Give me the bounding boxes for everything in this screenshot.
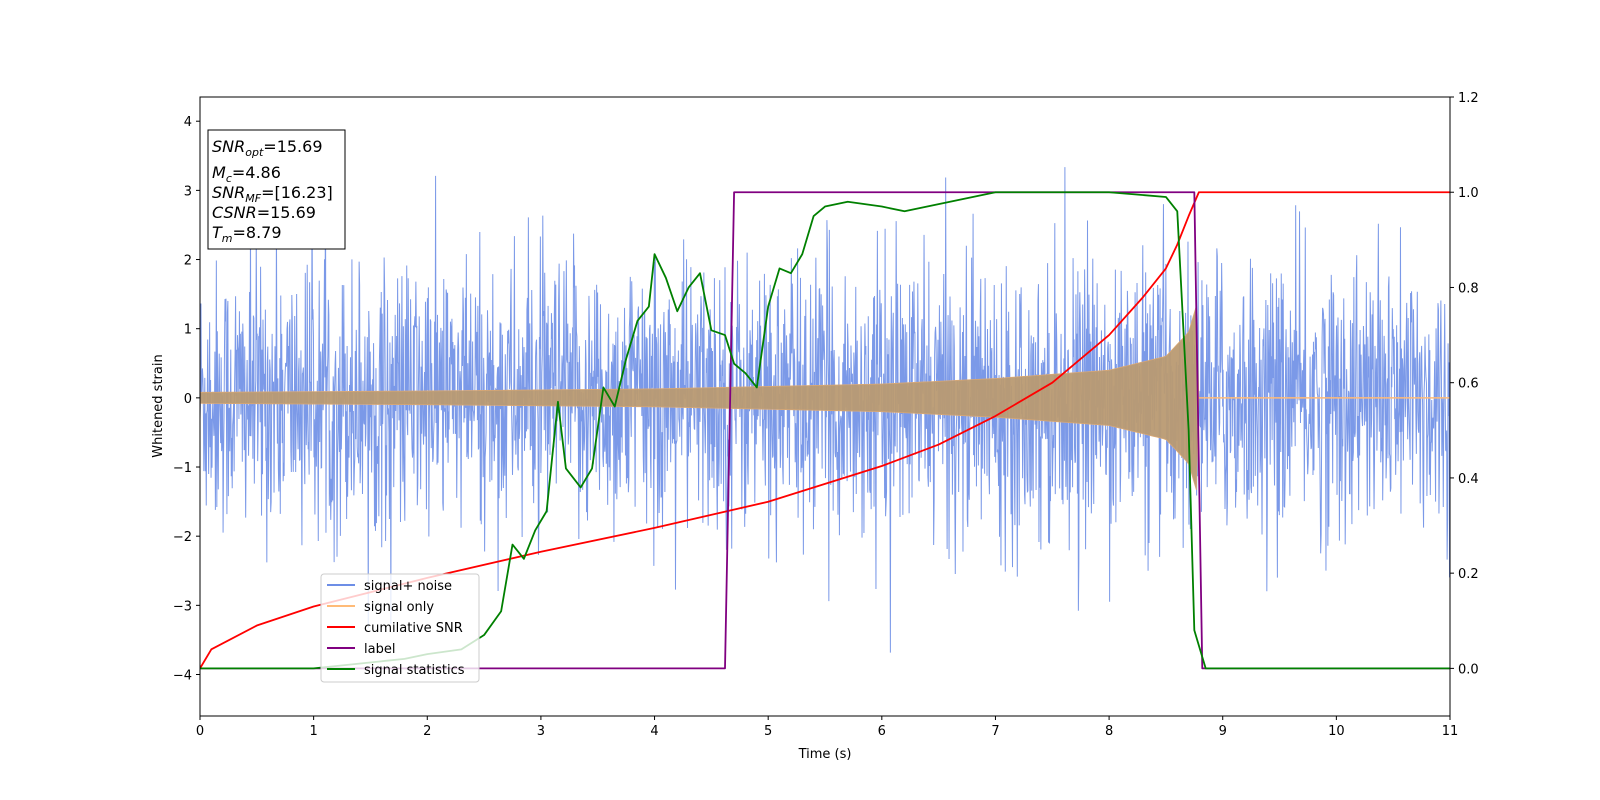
x-axis-label: Time (s) xyxy=(798,747,852,762)
x-tick-label: 8 xyxy=(1105,724,1113,739)
cumulative-snr-line xyxy=(200,191,1450,669)
x-tick-label: 3 xyxy=(537,724,545,739)
legend: signal+ noise signal only cumilative SNR… xyxy=(320,573,480,683)
info-snr-mf: SNRMF=[16.23] xyxy=(212,183,333,205)
info-box-frame xyxy=(207,129,346,250)
x-tick-label: 1 xyxy=(309,724,317,739)
y-tick-label: 0 xyxy=(184,392,192,407)
x-tick-label: 11 xyxy=(1442,724,1459,739)
y-tick-label: −2 xyxy=(173,530,192,545)
y2-tick-label: 0.0 xyxy=(1458,662,1479,677)
y-tick-label: 2 xyxy=(184,254,192,269)
y-axis-label: Whitened strain xyxy=(151,354,166,457)
info-snr-opt: SNRopt=15.69 xyxy=(212,137,323,159)
series-signal-only xyxy=(200,305,1450,491)
info-mc: Mc=4.86 xyxy=(212,163,281,185)
plot-area xyxy=(200,139,1450,670)
x-tick-label: 2 xyxy=(423,724,431,739)
x-tick-label: 7 xyxy=(991,724,999,739)
legend-label-cumulative-snr: cumilative SNR xyxy=(364,621,463,636)
info-tm: Tm=8.79 xyxy=(212,223,282,245)
x-axis: 0 1 2 3 4 5 6 7 8 9 10 11 xyxy=(196,716,1458,739)
legend-frame xyxy=(320,573,480,683)
info-csnr: CSNR=15.69 xyxy=(212,203,316,222)
y-tick-label: −3 xyxy=(173,599,192,614)
y-axis-right: 0.0 0.2 0.4 0.6 0.8 1.0 1.2 xyxy=(1450,91,1479,677)
y-tick-label: 1 xyxy=(184,323,192,338)
x-tick-label: 0 xyxy=(196,724,204,739)
legend-label-label: label xyxy=(364,642,395,657)
signal-only-envelope xyxy=(200,305,1200,491)
legend-label-signal-plus-noise: signal+ noise xyxy=(364,579,452,594)
legend-label-signal-only: signal only xyxy=(364,600,434,615)
x-tick-label: 10 xyxy=(1328,724,1345,739)
signal-plus-noise-trace xyxy=(200,139,1450,653)
y2-tick-label: 0.2 xyxy=(1458,567,1479,582)
series-lines xyxy=(200,191,1450,670)
x-tick-label: 4 xyxy=(650,724,658,739)
x-tick-label: 9 xyxy=(1219,724,1227,739)
y-tick-label: −1 xyxy=(173,461,192,476)
x-tick-label: 5 xyxy=(764,724,772,739)
y2-tick-label: 1.0 xyxy=(1458,186,1479,201)
series-signal-plus-noise xyxy=(200,139,1450,653)
y2-tick-label: 0.4 xyxy=(1458,472,1479,487)
signal-statistics-line xyxy=(200,191,1450,670)
y-axis-left: −4 −3 −2 −1 0 1 2 3 4 xyxy=(173,115,200,684)
y2-tick-label: 0.6 xyxy=(1458,377,1479,392)
legend-label-signal-statistics: signal statistics xyxy=(364,663,465,678)
info-box: SNRopt=15.69 Mc=4.86 SNRMF=[16.23] CSNR=… xyxy=(207,129,346,250)
y2-tick-label: 1.2 xyxy=(1458,91,1479,106)
plot-frame xyxy=(199,96,1451,717)
y-tick-label: 4 xyxy=(184,115,192,130)
y-tick-label: 3 xyxy=(184,184,192,199)
x-tick-label: 6 xyxy=(878,724,886,739)
y2-tick-label: 0.8 xyxy=(1458,281,1479,296)
y-tick-label: −4 xyxy=(173,669,192,684)
